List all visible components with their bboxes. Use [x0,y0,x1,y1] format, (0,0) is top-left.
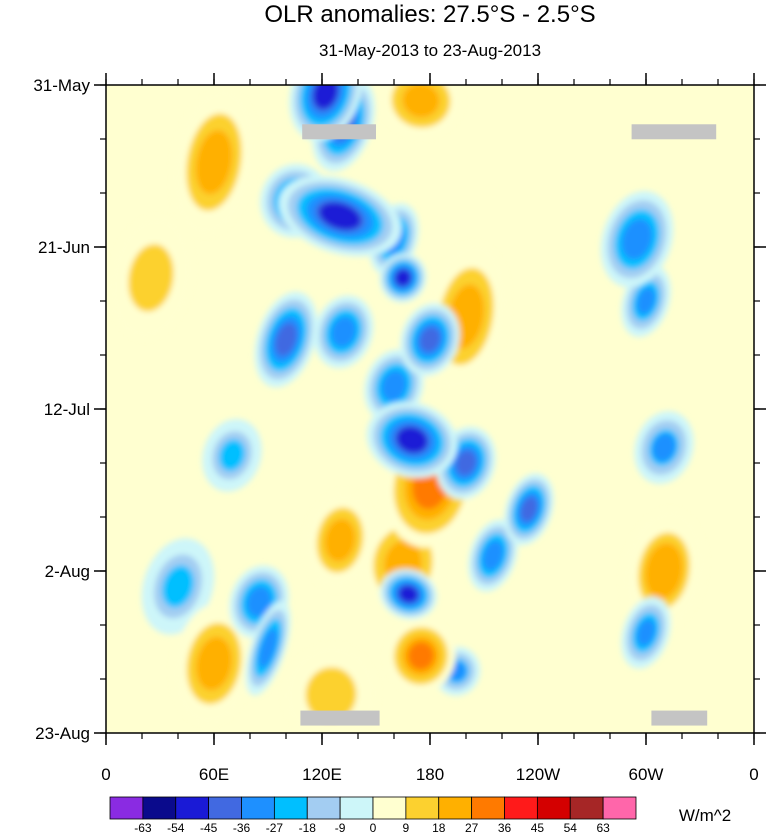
colorbar-units: W/m^2 [679,806,731,825]
anomaly-contour [398,585,418,603]
anomaly-contour [652,433,676,462]
anomaly-contour [219,439,245,472]
anomaly-contour [195,130,233,195]
anomaly-contour [332,318,355,345]
colorbar-swatch [602,796,637,820]
y-tick-label: 2-Aug [45,562,90,581]
colorbar-tick-label: -45 [200,821,218,834]
colorbar-tick-label: -27 [266,821,284,834]
colorbar-tick-label: -36 [233,821,251,834]
missing-data-bar [300,710,380,726]
y-tick-label: 23-Aug [35,724,90,743]
anomaly-contour [275,323,297,356]
colorbar-tick-label: 45 [531,821,545,834]
anomaly-contour [313,85,338,109]
colorbar-tick-label: 27 [465,821,479,834]
anomaly-contour [419,327,441,353]
colorbar-swatch [438,796,473,820]
colorbar-tick-label: -63 [134,821,152,834]
colorbar-swatch [405,796,440,820]
colorbar-swatch [241,796,275,820]
colorbar-swatch [306,796,341,820]
anomaly-contour [636,287,656,315]
x-tick-label: 0 [749,765,758,784]
y-tick-label: 31-May [33,76,90,95]
y-axis: 31-May 21-Jun 12-Jul 2-Aug 23-Aug [33,76,766,743]
anomaly-contour [324,518,356,562]
anomaly-contour [307,669,355,720]
anomaly-contour [395,269,411,287]
y-tick-label: 12-Jul [44,400,90,419]
anomaly-contour [520,496,538,522]
anomaly-contour [248,588,270,615]
x-tick-label: 60E [199,765,229,784]
colorbar-tick-label: 54 [564,821,578,834]
chart-title: OLR anomalies: 27.5°S - 2.5°S [264,1,595,28]
x-tick-label: 120E [302,765,342,784]
colorbar-swatch [273,796,308,820]
y-tick-label: 21-Jun [38,238,90,257]
colorbar-swatch [471,796,505,820]
colorbar-swatch [339,796,374,820]
colorbar: -63 -54 -45 -36 -27 -18 -9 0 9 18 27 36 45 54 63 [109,796,637,834]
x-tick-label: 60W [629,765,664,784]
anomaly-contour [319,202,361,230]
anomaly-field [109,85,706,733]
colorbar-tick-label: 0 [370,821,377,834]
colorbar-swatch [504,796,538,820]
anomaly-contour [636,619,656,647]
colorbar-tick-label: -18 [299,821,317,834]
chart-subtitle: 31-May-2013 to 23-Aug-2013 [319,41,541,60]
colorbar-swatch [142,796,177,820]
colorbar-swatch [536,796,571,820]
anomaly-contour [196,636,232,691]
plot-area [105,84,755,734]
colorbar-tick-label: 9 [403,821,410,834]
anomaly-contour [383,372,405,399]
anomaly-contour [484,542,502,569]
colorbar-tick-label: 63 [596,821,610,834]
missing-data-bar [631,124,717,140]
anomaly-contour [404,85,438,116]
colorbar-swatch [569,796,604,820]
x-tick-label: 120W [516,765,560,784]
anomaly-contour [408,641,434,670]
anomaly-contour [624,222,650,257]
anomaly-contour [259,631,277,666]
anomaly-contour [455,450,477,476]
colorbar-tick-label: -9 [335,821,346,834]
missing-data-bar [302,124,376,140]
x-axis: 0 60E 120E 180 120W 60W 0 [101,73,759,784]
colorbar-swatch [175,796,210,820]
anomaly-contour [162,565,194,608]
x-tick-label: 180 [416,765,444,784]
colorbar-tick-label: 18 [432,821,446,834]
colorbar-swatch [372,796,407,820]
colorbar-tick-label: -54 [167,821,185,834]
colorbar-swatch [208,796,242,820]
colorbar-tick-label: 36 [498,821,512,834]
missing-data-bars [300,124,717,726]
anomaly-contour [130,247,172,309]
x-tick-label: 0 [101,765,110,784]
colorbar-swatch [109,796,144,820]
anomaly-contour [396,427,428,453]
missing-data-bar [651,710,708,726]
anomaly-contour [645,542,683,600]
